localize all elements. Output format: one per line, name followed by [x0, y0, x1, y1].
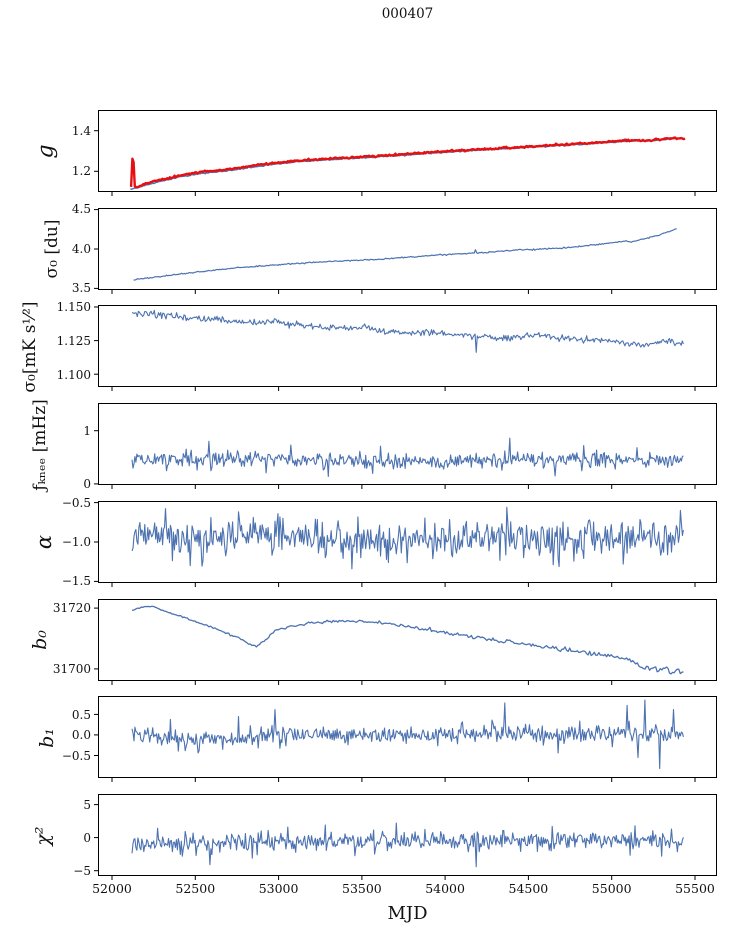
axes-frame: [98, 500, 717, 583]
plot-area-sigma0-du: [94, 207, 717, 294]
figure-title: 000407: [381, 6, 434, 22]
series-b0: [131, 605, 684, 675]
axes-frame: [98, 110, 717, 192]
y-tick-label-b1: 0.0: [71, 728, 91, 743]
axes-frame: [98, 598, 717, 681]
y-tick-label-g: 1.4: [71, 123, 91, 138]
y-tick-label-sigma0-du: 4.0: [71, 241, 91, 256]
x-tick-label: 55500: [675, 881, 715, 896]
series-fknee: [131, 437, 684, 478]
y-tick-label-b1: −0.5: [61, 748, 91, 763]
series-gain-model: [130, 137, 676, 190]
chart-panel-chi2: [94, 794, 717, 880]
y-tick-label-sigma0-mK: 1.100: [56, 367, 91, 382]
series-sigma0-mK: [131, 310, 684, 354]
y-tick-label-b0: 31720: [52, 600, 91, 615]
series-b1: [131, 699, 684, 770]
axes-frame: [98, 305, 717, 388]
chart-panel-b0: [94, 598, 717, 685]
chart-panel-sigma0-du: [94, 207, 717, 294]
plot-area-b0: [94, 598, 717, 685]
x-axis-label: MJD: [387, 903, 428, 924]
chart-panel-alpha: [94, 500, 717, 587]
y-tick-label-sigma0-mK: 1.150: [56, 300, 91, 315]
series-alpha: [131, 506, 684, 570]
series-gain-measured: [129, 136, 686, 189]
y-axis-label-chi2: χ²: [32, 825, 54, 846]
axes-frame: [98, 794, 717, 876]
y-tick-label-fknee: 1: [83, 423, 91, 438]
chart-panel-sigma0-mK: [94, 305, 717, 392]
plot-area-alpha: [94, 500, 717, 587]
y-tick-label-chi2: −5: [73, 863, 91, 878]
y-tick-label-b0: 31700: [52, 661, 91, 676]
y-tick-label-alpha: −0.5: [61, 495, 91, 510]
axes-frame: [98, 207, 717, 290]
x-tick-label: 52500: [175, 881, 216, 896]
series-sigma0-du: [133, 227, 677, 281]
plot-area-b1: [94, 696, 717, 783]
y-tick-label-b1: 0.5: [71, 707, 91, 722]
series-chi2: [131, 822, 684, 868]
axes-frame: [98, 403, 717, 486]
y-tick-label-g: 1.2: [71, 164, 91, 179]
y-axis-label-sigma0-du: σ₀ [du]: [42, 219, 62, 279]
y-tick-label-alpha: −1.5: [61, 574, 91, 589]
chart-panel-fknee: [94, 403, 717, 490]
x-tick-label: 54500: [508, 881, 549, 896]
y-tick-label-alpha: −1.0: [61, 534, 91, 549]
chart-panel-g: [94, 110, 717, 196]
x-tick-label: 54000: [425, 881, 465, 896]
x-tick-label: 55000: [591, 881, 632, 896]
y-tick-label-fknee: 0: [83, 477, 91, 491]
plot-area-g: [94, 110, 717, 196]
y-tick-label-chi2: 5: [83, 797, 91, 812]
axes-frame: [98, 696, 717, 779]
plot-area-sigma0-mK: [94, 305, 717, 392]
x-tick-label: 53000: [258, 881, 299, 896]
plot-area-chi2: [94, 794, 717, 880]
x-tick-label: 53500: [342, 881, 382, 896]
x-tick-label: 52000: [92, 881, 132, 896]
y-tick-label-sigma0-mK: 1.125: [56, 334, 91, 348]
y-tick-label-sigma0-du: 3.5: [71, 281, 91, 296]
y-tick-label-chi2: 0: [83, 830, 91, 845]
plot-area-fknee: [94, 403, 717, 490]
chart-panel-b1: [94, 696, 717, 783]
y-tick-label-sigma0-du: 4.5: [71, 202, 91, 217]
